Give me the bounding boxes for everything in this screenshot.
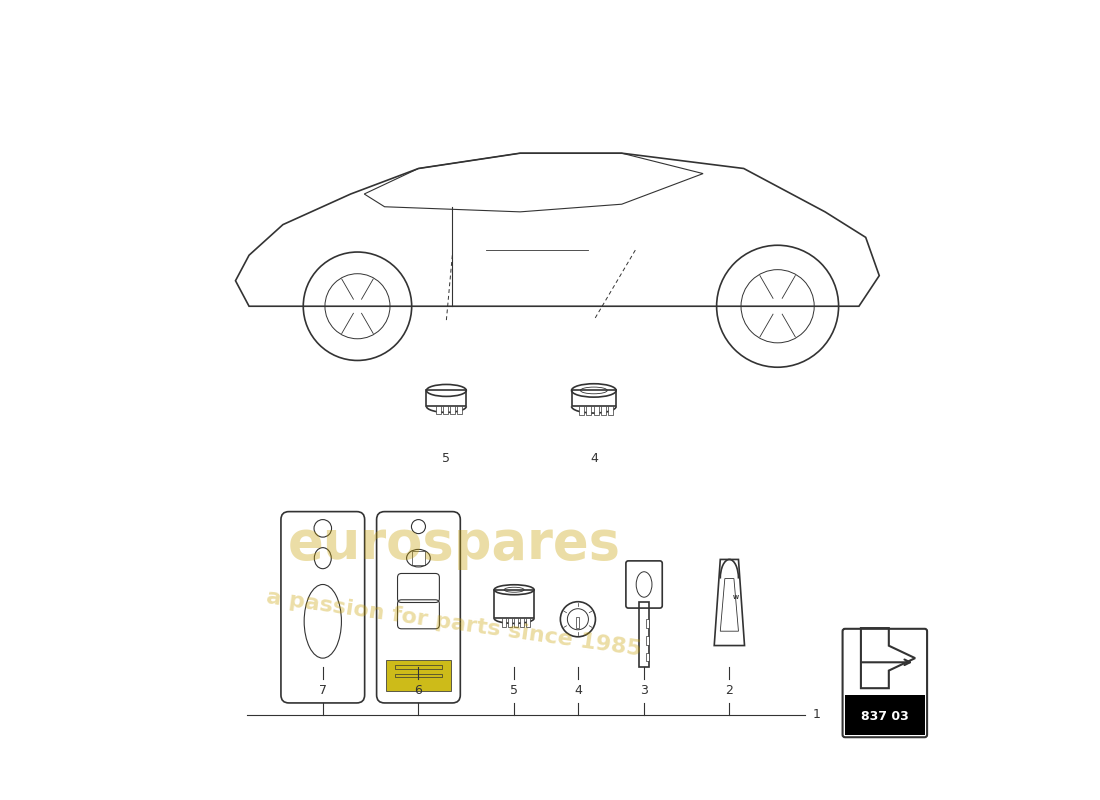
Bar: [458, 406, 462, 414]
Text: 4: 4: [590, 452, 597, 465]
Text: 2: 2: [725, 685, 734, 698]
Bar: [608, 406, 613, 415]
Bar: [586, 406, 592, 415]
Text: W: W: [733, 595, 738, 600]
Bar: [437, 406, 441, 414]
Bar: [580, 406, 584, 415]
Bar: [514, 618, 518, 627]
Bar: [411, 551, 426, 565]
Bar: [526, 618, 530, 627]
Text: 5: 5: [510, 685, 518, 698]
Bar: [386, 660, 451, 691]
Bar: [395, 674, 442, 678]
Bar: [427, 390, 466, 406]
Bar: [594, 406, 598, 415]
Bar: [576, 618, 580, 628]
Text: 6: 6: [415, 685, 422, 698]
Text: 1: 1: [813, 709, 821, 722]
Text: eurospares: eurospares: [288, 518, 620, 570]
Text: 837 03: 837 03: [861, 710, 909, 722]
Bar: [508, 618, 513, 627]
Text: 3: 3: [640, 685, 648, 698]
Text: 4: 4: [574, 685, 582, 698]
Bar: [646, 619, 649, 628]
Bar: [845, 695, 925, 735]
Bar: [639, 602, 649, 667]
Bar: [503, 618, 506, 627]
Text: 7: 7: [319, 685, 327, 698]
Bar: [520, 618, 524, 627]
Bar: [494, 590, 535, 618]
Bar: [443, 406, 449, 414]
FancyBboxPatch shape: [843, 629, 927, 738]
Bar: [395, 665, 442, 669]
Text: a passion for parts since 1985: a passion for parts since 1985: [265, 587, 644, 659]
Text: 5: 5: [442, 452, 450, 465]
Bar: [450, 406, 455, 414]
Bar: [572, 390, 616, 406]
Bar: [646, 653, 649, 662]
Bar: [646, 636, 649, 645]
Bar: [601, 406, 606, 415]
